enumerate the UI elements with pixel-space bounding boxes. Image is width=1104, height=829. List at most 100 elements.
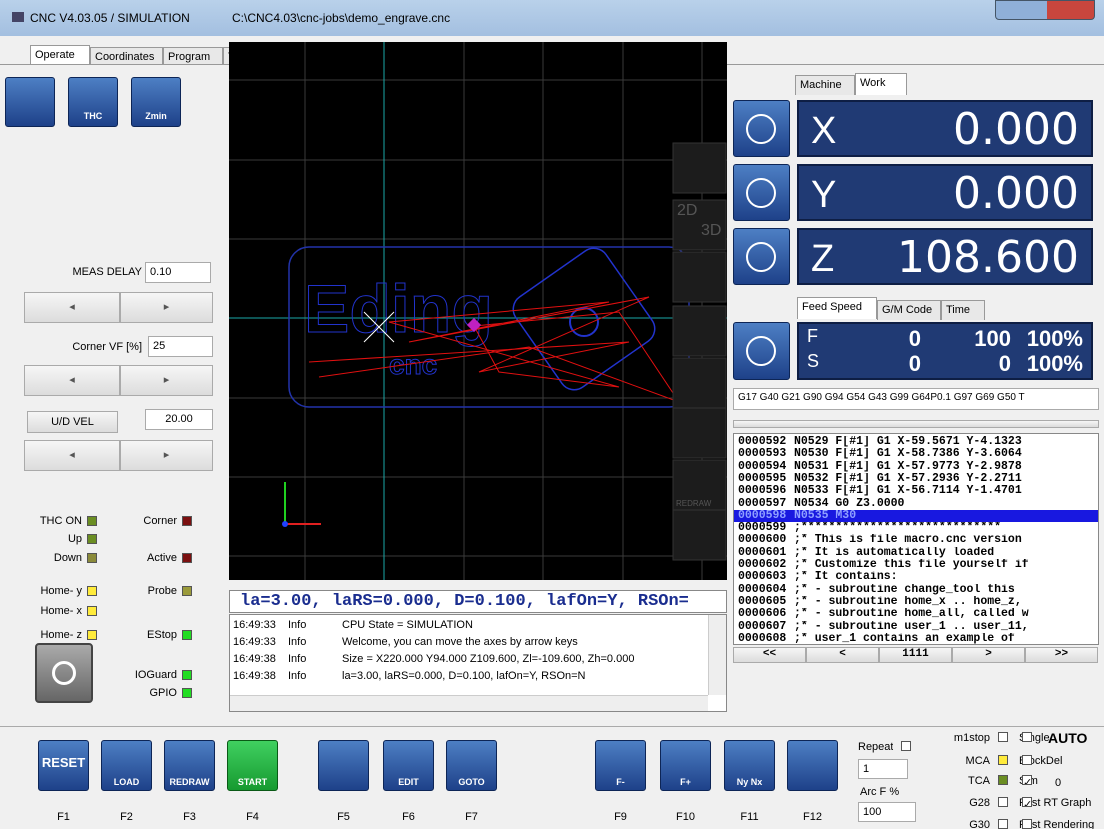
line-number: 0000608 [738, 632, 787, 645]
feed-tab[interactable]: Feed Speed [797, 297, 877, 319]
log-scrollbar[interactable] [708, 615, 726, 695]
toolbar-button[interactable] [787, 740, 838, 791]
tab[interactable]: Program [163, 47, 223, 65]
log-cell: la=3.00, laRS=0.000, D=0.100, lafOn=Y, R… [342, 670, 586, 682]
check-label: Fast Rendering [1019, 819, 1095, 829]
line-number: 0000595 [738, 472, 787, 485]
arrow-button[interactable]: ▸ [120, 440, 213, 471]
nav-button[interactable]: 1111 [879, 647, 952, 663]
arrow-button[interactable]: ▸ [120, 365, 213, 396]
checkbox[interactable] [1022, 732, 1032, 742]
axis-button[interactable] [733, 164, 790, 221]
line-number: 0000598 [738, 509, 787, 522]
program-line[interactable]: 0000592 N0529 F[#1] G1 X-59.5671 Y-4.1323 [734, 436, 1098, 448]
meas-delay-value[interactable]: 0.10 [145, 262, 211, 283]
power-button[interactable] [35, 643, 93, 703]
checkbox[interactable] [1022, 755, 1032, 765]
feed-tab[interactable]: G/M Code [877, 300, 941, 320]
program-line[interactable]: 0000597 N0534 G0 Z3.0000 [734, 498, 1098, 510]
program-line[interactable]: 0000602 ;* Customize this file yourself i… [734, 559, 1098, 571]
checkbox[interactable]: ✓ [1022, 797, 1032, 807]
toolbar-button[interactable]: F- [595, 740, 646, 791]
function-key: F3 [183, 811, 196, 823]
nav-button[interactable]: < [806, 647, 879, 663]
program-line[interactable]: 0000604 ;* - subroutine change_tool this [734, 584, 1098, 596]
toolbar-button[interactable]: GOTO [446, 740, 497, 791]
icon-button[interactable] [5, 77, 55, 127]
check-label: TCA [968, 775, 990, 787]
line-number: 0000600 [738, 534, 787, 547]
checkbox[interactable] [998, 732, 1008, 742]
program-line[interactable]: 0000601 ;* It is automatically loaded [734, 547, 1098, 559]
checkbox[interactable] [1022, 819, 1032, 829]
repeat-value[interactable]: 1 [858, 759, 908, 779]
indicator-light [87, 516, 97, 526]
coord-tab[interactable]: Work [855, 73, 907, 95]
window-file: C:\CNC4.03\cnc-jobs\demo_engrave.cnc [232, 11, 451, 25]
program-line[interactable]: 0000599 ;***************************** [734, 522, 1098, 534]
program-line[interactable]: 0000598 N0535 M30 [734, 509, 1098, 523]
toolbar-button[interactable]: RESET [38, 740, 89, 791]
program-line[interactable]: 0000608 ;* user_1 contains an example of [734, 632, 1098, 645]
toolbar-button[interactable]: EDIT [383, 740, 434, 791]
window-controls[interactable] [995, 0, 1095, 20]
tab[interactable]: Operate [30, 45, 90, 65]
coord-tab[interactable]: Machine [795, 75, 855, 95]
program-line[interactable]: 0000603 ;* It contains: [734, 571, 1098, 583]
line-number: 0000605 [738, 595, 787, 608]
program-line[interactable]: 0000595 N0532 F[#1] G1 X-57.2936 Y-2.2711 [734, 473, 1098, 485]
log-cell: Info [288, 636, 307, 648]
icon-button[interactable]: THC [68, 77, 118, 127]
nav-button[interactable]: >> [1025, 647, 1098, 663]
icon-button[interactable]: Zmin [131, 77, 181, 127]
checkbox[interactable] [901, 741, 911, 751]
axis-button[interactable] [733, 100, 790, 157]
axis-button[interactable] [733, 322, 790, 380]
counter: 0 [1055, 777, 1062, 789]
tab[interactable]: Coordinates [90, 47, 163, 65]
toolbar-button[interactable]: F+ [660, 740, 711, 791]
checkbox[interactable]: ✓ [1022, 775, 1032, 785]
program-line[interactable]: 0000600 ;* This is file macro.cnc version [734, 534, 1098, 546]
program-scroll[interactable] [733, 420, 1099, 428]
check-label: m1stop [953, 732, 990, 744]
nav-button[interactable]: << [733, 647, 806, 663]
log-cell: CPU State = SIMULATION [342, 619, 473, 631]
program-line[interactable]: 0000605 ;* - subroutine home_x .. home_z, [734, 596, 1098, 608]
toolbar-button[interactable]: Ny Nx [724, 740, 775, 791]
line-text: N0534 G0 Z3.0000 [794, 497, 905, 510]
checkbox[interactable] [998, 819, 1008, 829]
arrow-button[interactable]: ◂ [24, 440, 120, 471]
toolbar-button[interactable] [318, 740, 369, 791]
program-line[interactable]: 0000606 ;* - subroutine home_all, called … [734, 608, 1098, 620]
line-text: N0530 F[#1] G1 X-58.7386 Y-3.6064 [794, 448, 1022, 461]
axis-button[interactable] [733, 228, 790, 285]
arc-value[interactable]: 100 [858, 802, 916, 822]
checkbox[interactable] [998, 755, 1008, 765]
program-line[interactable]: 0000596 N0533 F[#1] G1 X-56.7114 Y-1.4701 [734, 485, 1098, 497]
program-line[interactable]: 0000593 N0530 F[#1] G1 X-58.7386 Y-3.6064 [734, 448, 1098, 460]
view-button [672, 142, 727, 194]
ud-vel-button[interactable]: U/D VEL [27, 411, 118, 433]
toolbar-button[interactable]: LOAD [101, 740, 152, 791]
checkbox[interactable] [998, 797, 1008, 807]
feed-tab[interactable]: Time [941, 300, 985, 320]
arc-label: Arc F % [860, 786, 900, 798]
view-button [672, 407, 727, 459]
ud-vel-value[interactable]: 20.00 [145, 409, 213, 430]
arrow-button[interactable]: ◂ [24, 292, 120, 323]
title-bar: CNC V4.03.05 / SIMULATION C:\CNC4.03\cnc… [0, 0, 1104, 36]
function-key: F9 [614, 811, 627, 823]
toolbar-button[interactable]: START [227, 740, 278, 791]
axis-display: Z 108.600 [797, 228, 1093, 285]
toolbar-button[interactable]: REDRAW [164, 740, 215, 791]
feed-cell: 100% [1026, 326, 1083, 351]
log-hscroll[interactable] [230, 695, 708, 711]
arrow-button[interactable]: ▸ [120, 292, 213, 323]
program-line[interactable]: 0000607 ;* - subroutine user_1 .. user_11… [734, 621, 1098, 633]
checkbox[interactable] [998, 775, 1008, 785]
corner-vf-value[interactable]: 25 [148, 336, 213, 357]
program-line[interactable]: 0000594 N0531 F[#1] G1 X-57.9773 Y-2.9878 [734, 461, 1098, 473]
arrow-button[interactable]: ◂ [24, 365, 120, 396]
nav-button[interactable]: > [952, 647, 1025, 663]
